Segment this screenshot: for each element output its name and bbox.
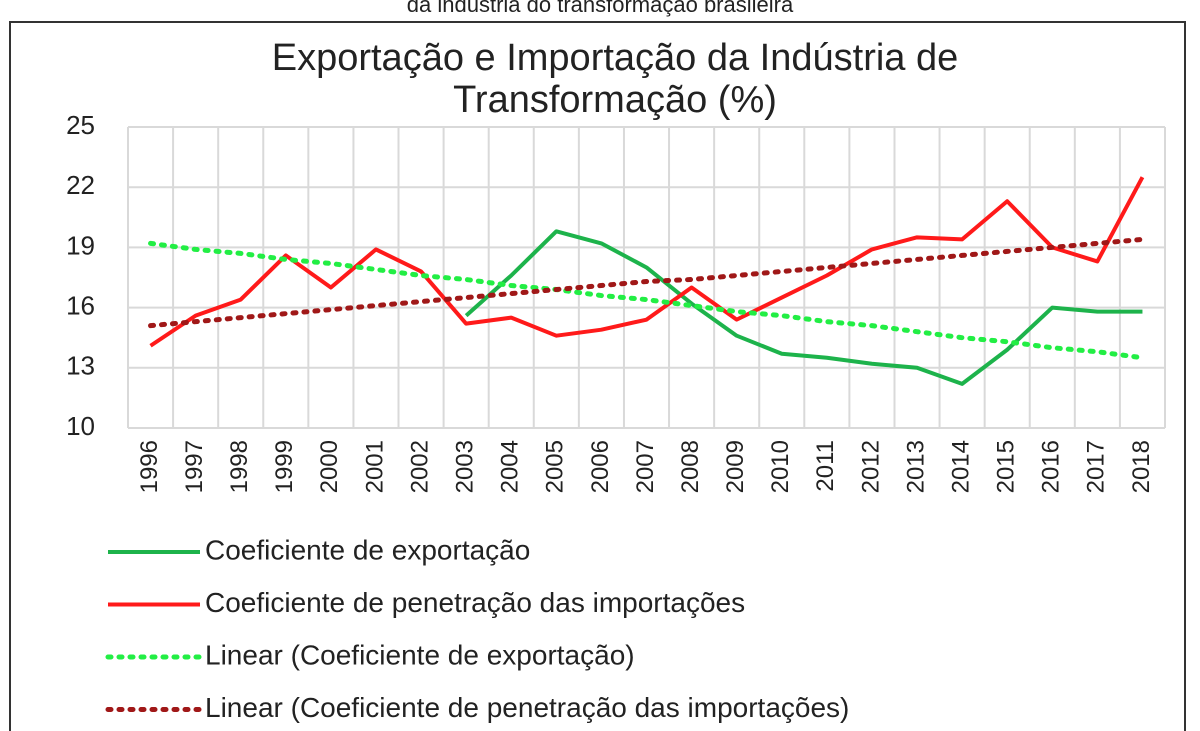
- x-tick-label: 2011: [812, 440, 839, 492]
- x-tick-label: 2010: [767, 440, 794, 493]
- x-tick-label: 2014: [947, 440, 974, 493]
- chart-border: [9, 21, 1186, 731]
- x-tick-label: 2013: [902, 440, 929, 493]
- x-tick-label: 1999: [271, 440, 298, 493]
- legend-label: Coeficiente de exportação: [205, 534, 530, 565]
- y-tick-label: 22: [66, 170, 95, 200]
- x-tick-label: 2017: [1083, 440, 1110, 493]
- x-tick-label: 2007: [632, 440, 659, 493]
- series-line: [148, 240, 1145, 361]
- x-tick-label: 1998: [226, 440, 253, 493]
- y-tick-label: 10: [66, 411, 95, 441]
- x-tick-label: 2018: [1128, 440, 1155, 493]
- series-line: [148, 236, 1145, 329]
- x-tick-label: 2000: [316, 440, 343, 493]
- legend-label: Linear (Coeficiente de exportação): [205, 639, 635, 670]
- x-tick-label: 2004: [497, 440, 524, 493]
- legend-label: Linear (Coeficiente de penetração das im…: [205, 692, 849, 723]
- y-tick-label: 13: [66, 351, 95, 381]
- y-tick-label: 25: [66, 110, 95, 140]
- x-tick-label: 2008: [677, 440, 704, 493]
- x-tick-label: 2003: [451, 440, 478, 493]
- x-tick-label: 2002: [406, 440, 433, 493]
- x-tick-label: 1997: [181, 440, 208, 493]
- x-tick-label: 2005: [542, 440, 569, 493]
- y-tick-label: 16: [66, 290, 95, 320]
- chart-title: Exportação e Importação da Indústria de: [272, 37, 959, 79]
- x-tick-label: 2006: [587, 440, 614, 493]
- series-line: [464, 229, 1143, 386]
- caption: da indústria do transformação brasileira: [407, 0, 794, 17]
- x-tick-label: 2009: [722, 440, 749, 493]
- x-tick-label: 2015: [993, 440, 1020, 493]
- y-tick-label: 19: [66, 230, 95, 260]
- x-tick-label: 1996: [136, 440, 163, 493]
- legend-label: Coeficiente de penetração das importaçõe…: [205, 587, 745, 618]
- x-tick-label: 2001: [361, 440, 388, 493]
- x-tick-label: 2012: [857, 440, 884, 493]
- chart-title: Transformação (%): [453, 79, 777, 121]
- series-line: [149, 176, 1145, 348]
- x-tick-label: 2016: [1038, 440, 1065, 493]
